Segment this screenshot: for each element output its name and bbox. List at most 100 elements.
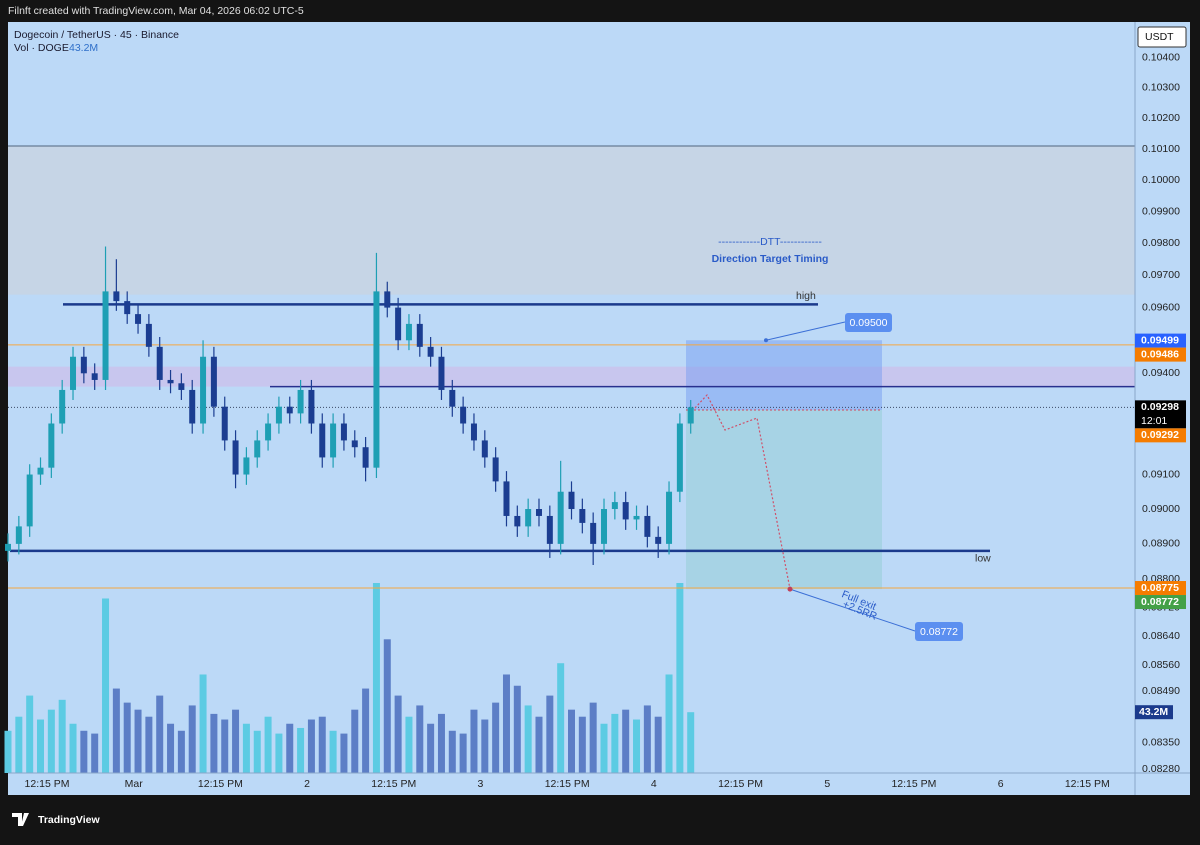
candle-body — [405, 323, 412, 341]
price-badge-label: 0.09499 — [1141, 334, 1179, 346]
x-tick-label: 12:15 PM — [1065, 778, 1110, 790]
y-tick-label: 0.10100 — [1142, 143, 1180, 155]
y-tick-label: 0.08490 — [1142, 685, 1180, 697]
x-tick-label: 5 — [824, 778, 830, 790]
volume-bar — [80, 730, 88, 773]
chart-title: Dogecoin / TetherUS · 45 · Binance — [14, 29, 179, 41]
candle-body — [601, 509, 608, 544]
volume-bar — [665, 674, 673, 773]
candle-body — [644, 515, 651, 537]
volume-bar — [416, 705, 424, 773]
volume-bar — [134, 709, 142, 773]
candle-body — [265, 423, 272, 441]
volume-bar — [535, 716, 543, 773]
price-badge — [1135, 595, 1186, 610]
candle-body — [91, 373, 98, 380]
candle-body — [102, 291, 109, 380]
candle-body — [449, 389, 456, 407]
volume-bar — [242, 723, 250, 773]
volume-bar — [91, 733, 99, 773]
candle-body — [514, 515, 521, 527]
callout-text: 0.08772 — [920, 626, 958, 638]
position-stop-zone — [686, 340, 882, 411]
volume-bar — [654, 716, 662, 773]
y-tick-label: 0.08640 — [1142, 630, 1180, 642]
volume-bar — [286, 723, 294, 773]
volume-bar — [123, 702, 131, 773]
volume-bar — [448, 730, 456, 773]
callout-line — [789, 588, 916, 632]
volume-bar — [362, 688, 370, 773]
volume-bar — [687, 712, 695, 773]
volume-bar — [253, 730, 261, 773]
volume-bar — [221, 719, 229, 773]
brand: TradingView — [38, 814, 100, 826]
candle-body — [503, 481, 510, 516]
volume-bar — [177, 730, 185, 773]
candle-body — [189, 389, 196, 424]
y-tick-label: 0.10300 — [1142, 82, 1180, 94]
y-tick-label: 0.10200 — [1142, 112, 1180, 124]
volume-bar — [372, 583, 380, 773]
candle-body — [362, 447, 369, 468]
callout-dot — [764, 338, 768, 343]
volume-bar — [633, 719, 641, 773]
callout-badge — [845, 313, 892, 332]
price-badge-label: 0.08772 — [1141, 596, 1179, 608]
volume-bar — [69, 723, 77, 773]
candle-body — [546, 515, 553, 544]
volume-bar — [199, 674, 207, 773]
candle-body — [210, 356, 217, 407]
candle-body — [145, 323, 152, 347]
volume-bar — [394, 695, 402, 773]
annotation: Direction Target Timing — [712, 253, 829, 265]
volume-bar — [568, 709, 575, 773]
candle-body — [200, 356, 207, 424]
volume-bar — [188, 705, 196, 773]
logo-icon — [12, 813, 29, 826]
volume-bar — [318, 716, 326, 773]
volume-bar — [405, 716, 413, 773]
candle-body — [178, 383, 185, 390]
currency-box[interactable] — [1137, 26, 1187, 48]
logo: TradingView — [12, 813, 100, 826]
volume-bar — [481, 719, 489, 773]
volume-bar — [264, 716, 272, 773]
x-tick-label: 12:15 PM — [891, 778, 936, 790]
volume-bar — [643, 705, 651, 773]
candle-body — [373, 291, 380, 468]
callout-badge — [915, 622, 963, 641]
volume-bar — [502, 674, 510, 773]
candle-body — [330, 423, 337, 458]
chart-background — [8, 22, 1190, 795]
price-badge — [1135, 333, 1186, 348]
volume-bar — [15, 716, 23, 773]
volume-bar — [210, 713, 218, 773]
zone — [8, 366, 1135, 387]
candle-body — [80, 356, 87, 374]
projection-path — [694, 393, 791, 590]
candle-body — [438, 356, 445, 390]
volume-bar — [437, 713, 445, 773]
candle-body — [535, 509, 542, 516]
y-tick-label: 0.09000 — [1142, 503, 1180, 515]
candle-body — [286, 406, 293, 414]
candle-body — [319, 423, 326, 458]
volume-bar — [167, 723, 175, 773]
volume-bar — [600, 723, 608, 773]
y-tick-label: 0.08560 — [1142, 659, 1180, 671]
low-label: low — [975, 553, 991, 565]
candle-body — [687, 407, 694, 424]
candle-body — [15, 526, 22, 544]
volume-bar — [58, 699, 66, 773]
x-tick-label: 12:15 PM — [718, 778, 763, 790]
volume-bar — [275, 733, 283, 773]
y-tick-label: 0.08900 — [1142, 538, 1180, 550]
volume-bar — [492, 702, 500, 773]
axis-layer: 0.10400 0.10300 0.10200 0.10100 0.10000 0.099… — [25, 52, 1186, 790]
price-badge — [1135, 428, 1186, 443]
volume-bar — [524, 705, 532, 773]
volume-bar — [26, 695, 34, 773]
x-tick-label: 12:15 PM — [545, 778, 590, 790]
callout-dot — [787, 586, 793, 592]
